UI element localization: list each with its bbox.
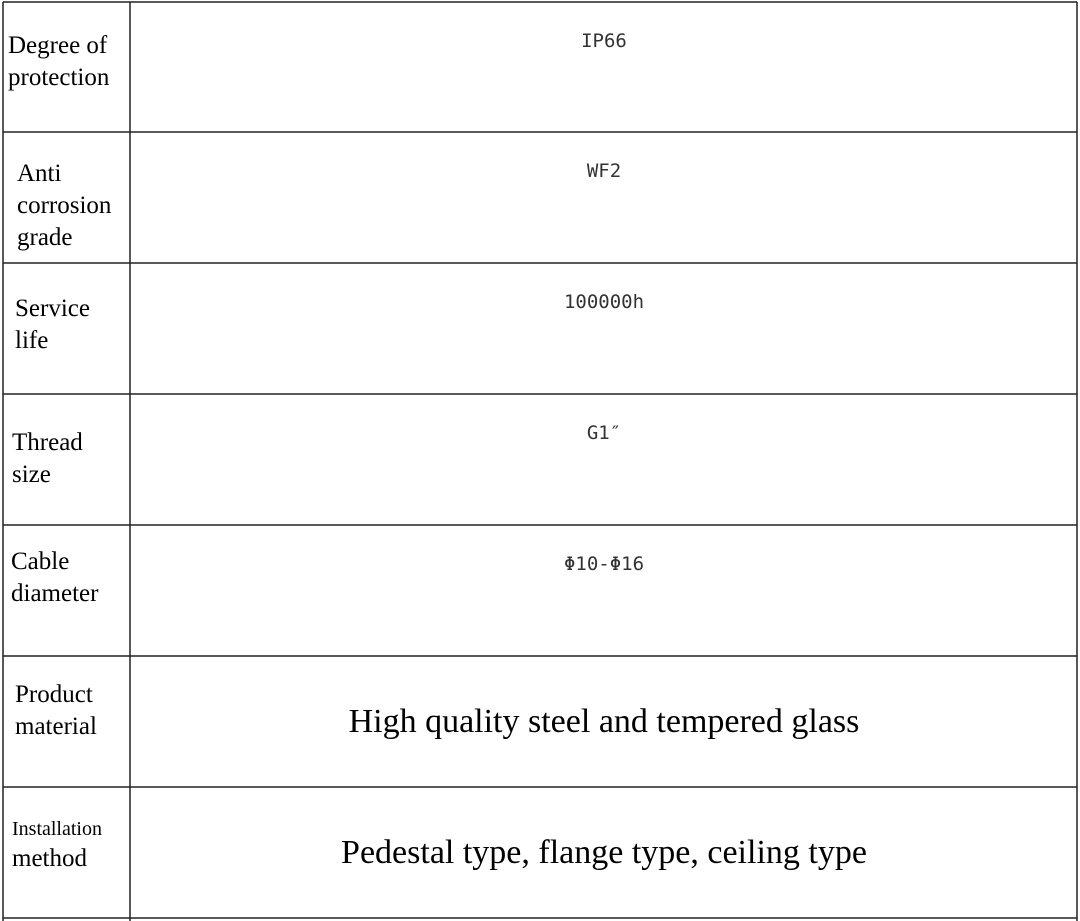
row-value: High quality steel and tempered glass <box>348 703 860 740</box>
label-line: method <box>12 845 87 872</box>
row-label: Anti corrosion grade <box>17 158 141 254</box>
label-line: grade <box>17 224 73 251</box>
label-line: Installation <box>12 818 102 840</box>
label-line: life <box>15 327 49 354</box>
row-label: Cable diameter <box>11 546 135 610</box>
table-row: Installation method Pedestal type, flange … <box>3 787 1077 918</box>
label-line: Thread <box>12 429 83 456</box>
label-line: material <box>15 713 97 740</box>
table-row: Degree of protection IP66 <box>3 2 1077 133</box>
label-line: Degree of <box>8 32 108 59</box>
table-row: Cable diameter Φ10-Φ16 <box>3 525 1077 656</box>
row-label: Thread size <box>12 427 136 491</box>
label-line: diameter <box>11 580 99 607</box>
label-line: Anti <box>17 160 62 187</box>
row-value: IP66 <box>581 30 627 52</box>
row-value: Φ10-Φ16 <box>563 553 645 575</box>
label-line: size <box>12 461 51 488</box>
row-value: WF2 <box>586 160 622 182</box>
label-line: protection <box>8 64 110 91</box>
table-row: Service life 100000h <box>3 263 1077 394</box>
label-line: corrosion <box>17 192 112 219</box>
row-value: 100000h <box>563 291 645 313</box>
row-label: Product material <box>15 679 139 743</box>
label-line: Cable <box>11 548 70 575</box>
table-row: Anti corrosion grade WF2 <box>3 132 1077 263</box>
label-line: Service <box>15 295 90 322</box>
row-label: Installation method <box>12 815 136 875</box>
label-line: Product <box>15 681 93 708</box>
row-label: Degree of protection <box>8 30 132 94</box>
row-value: Pedestal type, flange type, ceiling type <box>341 834 867 871</box>
row-value: G1″ <box>586 422 622 444</box>
table-row: Product material High quality steel and te… <box>3 656 1077 787</box>
table-row: Thread size G1″ <box>3 394 1077 525</box>
row-label: Service life <box>15 293 139 357</box>
